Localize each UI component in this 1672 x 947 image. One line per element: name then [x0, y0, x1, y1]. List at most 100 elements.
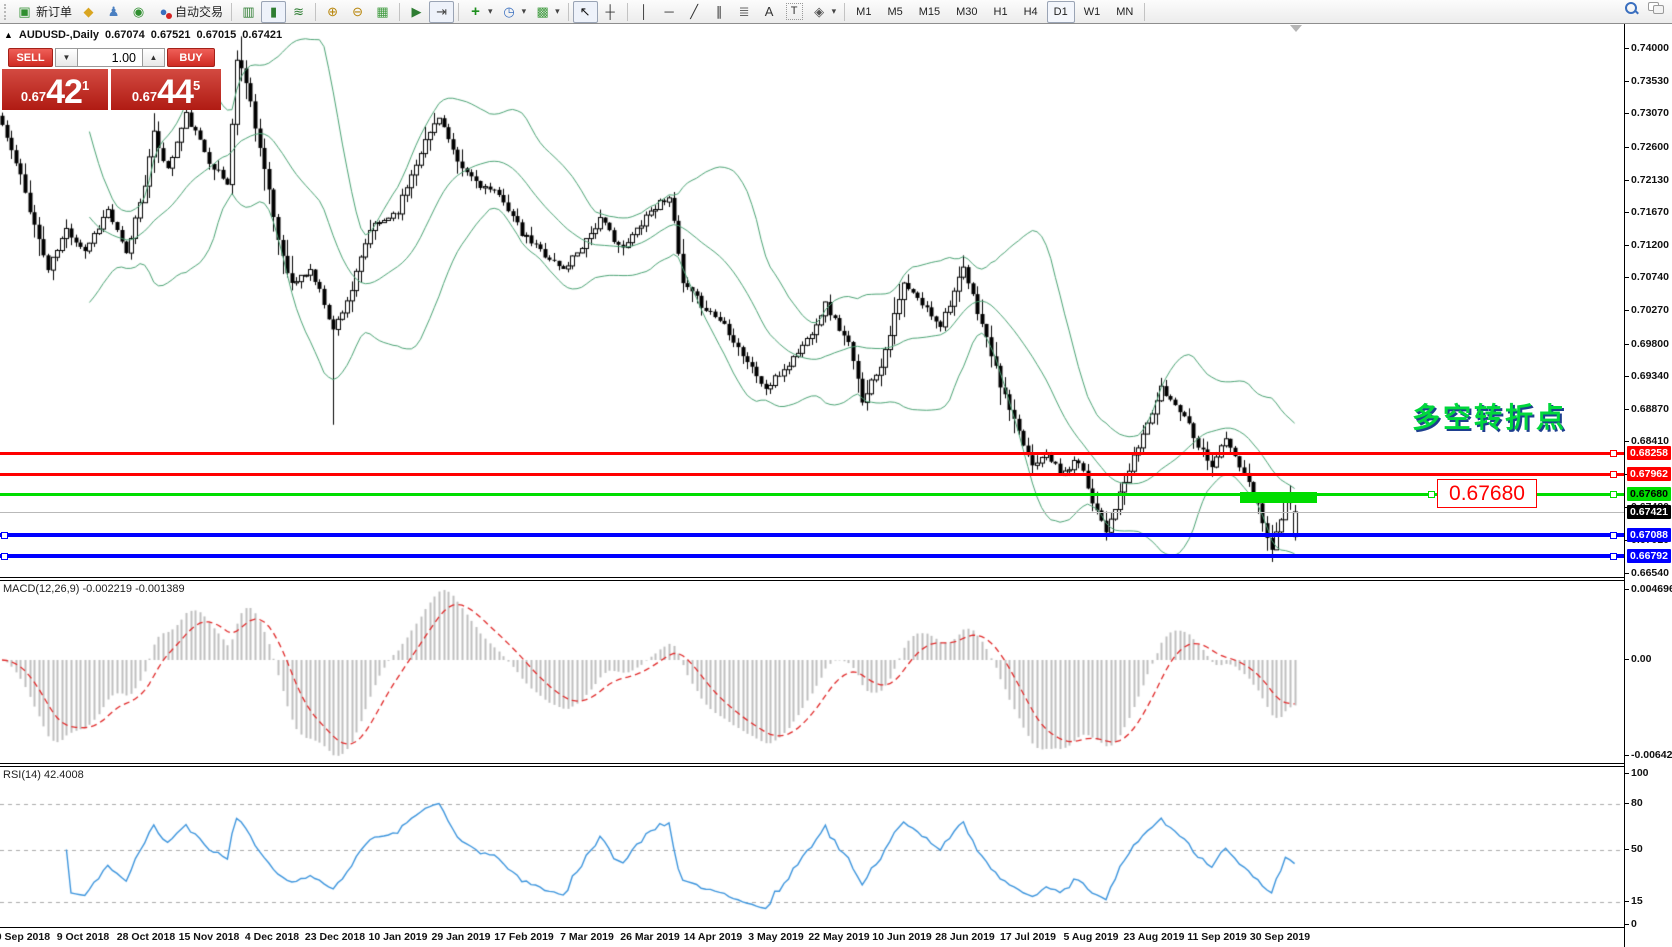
- timeframe-h4[interactable]: H4: [1023, 5, 1038, 18]
- fibonacci-icon: ≣: [738, 4, 750, 19]
- pane-separator[interactable]: [0, 580, 1624, 581]
- crosshair-button[interactable]: ┼: [598, 1, 623, 23]
- search-icon[interactable]: [1625, 2, 1638, 15]
- candlestick-button[interactable]: ▮: [261, 0, 287, 23]
- vertical-line-button[interactable]: │: [632, 1, 657, 23]
- horizontal-line-0.67962[interactable]: [0, 473, 1624, 476]
- line-selection-handle[interactable]: [1428, 491, 1435, 498]
- collapse-chart-icon[interactable]: ▲: [4, 30, 13, 40]
- rsi-axis-label: 80: [1625, 797, 1672, 809]
- buy-price-display[interactable]: 0.67 44 5: [111, 69, 221, 110]
- volume-decrease-button[interactable]: ▼: [55, 48, 78, 67]
- text-label-icon: T: [785, 3, 803, 20]
- new-order-button[interactable]: ▣ 新订单: [12, 1, 76, 23]
- date-label: 9 Oct 2018: [56, 931, 110, 943]
- date-label: 17 Feb 2019: [494, 931, 554, 943]
- cursor-button[interactable]: ↖: [572, 0, 598, 23]
- horizontal-line-0.6768[interactable]: [0, 493, 1624, 496]
- timeframe-m30[interactable]: M30: [956, 5, 978, 18]
- zoom-out-button[interactable]: ⊖: [345, 1, 370, 23]
- shapes-icon: ◈: [814, 4, 825, 19]
- periods-button[interactable]: ◷ ▾: [497, 1, 531, 23]
- timeframe-mn[interactable]: MN: [1116, 5, 1134, 18]
- date-label: 30 Sep 2019: [1249, 931, 1311, 943]
- autotrading-button[interactable]: ● 自动交易: [151, 1, 227, 23]
- chat-icon[interactable]: [1648, 2, 1664, 15]
- ohlc-high: 0.67521: [150, 29, 191, 41]
- price-axis[interactable]: 0.74000 0.73530 0.73070 0.72600 0.72130 0.716…: [1624, 24, 1672, 947]
- price-badge: 0.67088: [1627, 528, 1671, 543]
- pane-separator[interactable]: [0, 577, 1624, 578]
- green-highlight-rectangle[interactable]: [1240, 492, 1317, 503]
- line-chart-button[interactable]: ≋: [286, 1, 311, 23]
- mql5-market-button[interactable]: ◆: [76, 1, 101, 23]
- buy-button[interactable]: BUY: [167, 48, 215, 67]
- indicators-button[interactable]: + ▾: [463, 1, 497, 23]
- date-label: 5 Aug 2019: [1063, 931, 1119, 943]
- chart-shift-icon: ⇥: [436, 4, 447, 19]
- timeframe-h1[interactable]: H1: [993, 5, 1008, 18]
- dropdown-arrow-icon[interactable]: ▾: [555, 6, 560, 16]
- templates-button[interactable]: ▩ ▾: [530, 1, 564, 23]
- line-selection-handle[interactable]: [1610, 553, 1617, 560]
- volume-input[interactable]: 1.00: [78, 48, 142, 67]
- text-button[interactable]: A: [757, 1, 782, 23]
- auto-scroll-button[interactable]: ▶: [404, 1, 429, 23]
- date-label: 22 May 2019: [808, 931, 870, 943]
- date-label: 10 Jan 2019: [368, 931, 428, 943]
- line-selection-handle[interactable]: [1, 553, 8, 560]
- mql5-community-button[interactable]: ♟: [101, 1, 126, 23]
- dropdown-arrow-icon[interactable]: ▾: [831, 6, 837, 16]
- dropdown-arrow-icon[interactable]: ▾: [488, 6, 493, 16]
- horizontal-line-0.67088[interactable]: [0, 533, 1624, 537]
- horizontal-line-button[interactable]: ─: [657, 1, 682, 23]
- chinese-annotation[interactable]: 多空转折点: [1412, 402, 1568, 433]
- new-order-icon: ▣: [18, 4, 31, 19]
- chart-shift-marker[interactable]: [1290, 25, 1302, 32]
- macd-axis-label: 0.00: [1625, 653, 1672, 665]
- rsi-indicator-pane[interactable]: [0, 767, 1624, 927]
- toolbar-grip[interactable]: [4, 3, 9, 20]
- price-tick-label: 0.70740: [1625, 271, 1672, 283]
- candlestick-icon: ▮: [269, 4, 278, 19]
- fibonacci-button[interactable]: ≣: [732, 1, 757, 23]
- bar-chart-button[interactable]: ▥: [236, 1, 261, 23]
- price-level-callout[interactable]: 0.67680: [1437, 479, 1537, 508]
- line-selection-handle[interactable]: [1610, 450, 1617, 457]
- shapes-button[interactable]: ◈ ▾: [807, 1, 841, 23]
- dropdown-arrow-icon[interactable]: ▾: [521, 6, 527, 16]
- timeframe-d1[interactable]: D1: [1046, 0, 1075, 23]
- line-selection-handle[interactable]: [1610, 532, 1617, 539]
- line-selection-handle[interactable]: [1610, 471, 1617, 478]
- chart-shift-button[interactable]: ⇥: [429, 0, 455, 23]
- horizontal-line-0.66792[interactable]: [0, 554, 1624, 558]
- pane-separator[interactable]: [0, 766, 1624, 767]
- zoom-in-button[interactable]: ⊕: [320, 1, 345, 23]
- sell-price-display[interactable]: 0.67 42 1: [2, 69, 108, 110]
- text-label-button[interactable]: T: [782, 1, 807, 23]
- main-price-chart[interactable]: [0, 24, 1624, 577]
- signals-button[interactable]: ◉: [126, 1, 151, 23]
- line-selection-handle[interactable]: [1610, 491, 1617, 498]
- price-tick-label: 0.68410: [1625, 435, 1672, 447]
- trendline-button[interactable]: ╱: [682, 1, 707, 23]
- pane-separator[interactable]: [0, 763, 1624, 764]
- line-selection-handle[interactable]: [1, 532, 8, 539]
- tile-windows-button[interactable]: ▦: [370, 1, 395, 23]
- timeframe-m15[interactable]: M15: [918, 5, 941, 18]
- channel-button[interactable]: ∥: [707, 1, 732, 23]
- timeframe-group: M1 M5 M15 M30 H1 H4 D1 W1 MN: [849, 0, 1140, 23]
- macd-indicator-pane[interactable]: [0, 581, 1624, 763]
- timeframe-w1[interactable]: W1: [1083, 5, 1101, 18]
- timeframe-m1[interactable]: M1: [856, 5, 872, 18]
- ohlc-close: 0.67421: [242, 29, 283, 41]
- toolbar-separator: [458, 2, 460, 21]
- date-axis-separator: [0, 927, 1624, 928]
- timeframe-m5[interactable]: M5: [887, 5, 903, 18]
- volume-increase-button[interactable]: ▲: [142, 48, 165, 67]
- horizontal-line-0.68258[interactable]: [0, 452, 1624, 455]
- sell-button[interactable]: SELL: [8, 48, 53, 67]
- toolbar-separator: [399, 2, 401, 21]
